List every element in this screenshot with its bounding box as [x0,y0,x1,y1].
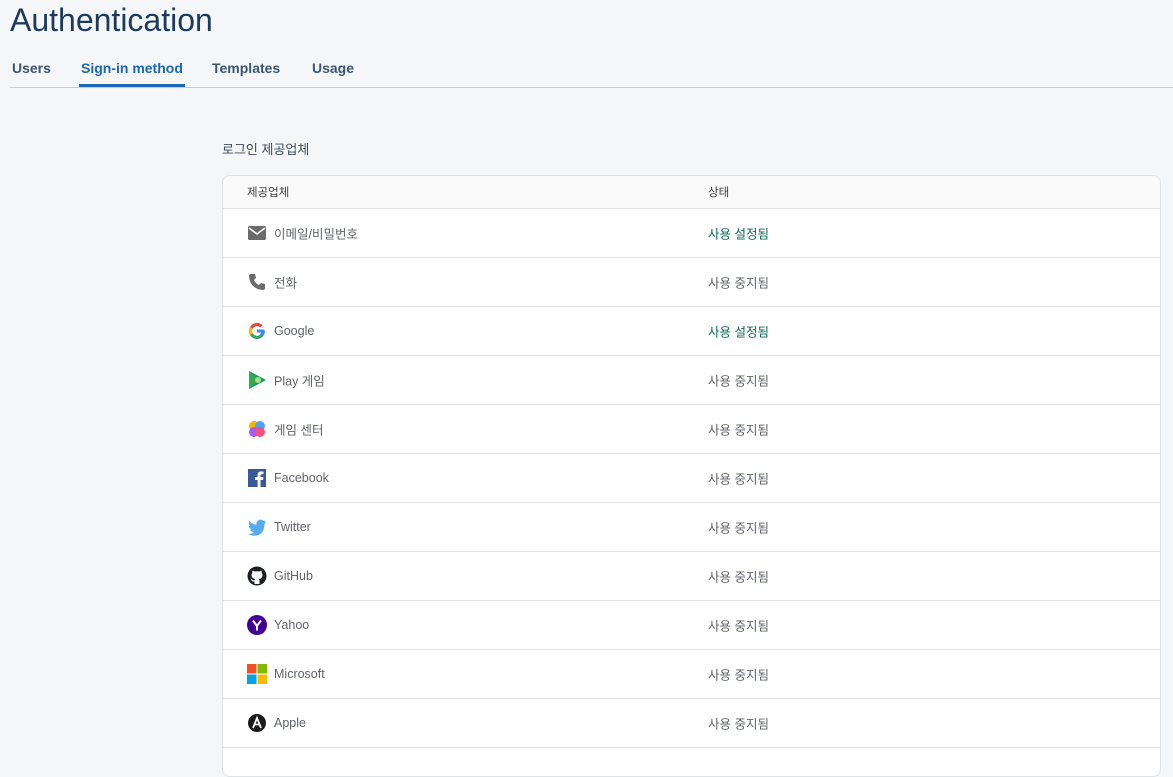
provider-name: 이메일/비밀번호 [274,227,358,242]
provider-icon [248,469,266,487]
provider-icon [249,323,265,340]
provider-row[interactable]: Yahoo 사용 중지됨 [223,601,1160,650]
provider-name: Yahoo [274,618,310,632]
tab[interactable]: Templates [212,60,281,76]
provider-name: Microsoft [274,667,325,681]
tab-active[interactable]: Sign-in method [79,60,185,87]
provider-icon [248,714,266,732]
provider-status: 사용 설정됨 [708,227,769,242]
provider-status: 사용 중지됨 [708,619,769,634]
page: {"header": {"title": "Authentication"}, … [10,2,1173,777]
provider-row[interactable]: 게임 센터 사용 중지됨 [223,405,1160,454]
provider-name: Google [274,324,315,338]
column-header: 제공업체 [247,187,290,199]
provider-status: 사용 설정됨 [708,325,769,340]
provider-status: 사용 중지됨 [708,668,769,683]
provider-status: 사용 중지됨 [708,472,769,487]
provider-row[interactable]: Play 게임 사용 중지됨 [223,356,1160,405]
table-header: 제공업체 상태 [223,176,1160,209]
provider-status: 사용 중지됨 [708,276,769,291]
provider-icon [249,371,266,389]
page-title: Authentication [10,2,213,38]
provider-row[interactable]: Facebook 사용 중지됨 [223,454,1160,503]
provider-icon [247,566,267,586]
provider-icon [248,226,266,240]
provider-name: 게임 센터 [274,423,324,438]
provider-status: 사용 중지됨 [708,374,769,389]
provider-name: Apple [274,716,306,730]
provider-row[interactable]: Twitter 사용 중지됨 [223,503,1160,552]
provider-row[interactable]: 전화 사용 중지됨 [223,258,1160,307]
tab[interactable]: Users [12,60,51,76]
provider-icon [249,421,265,437]
tab[interactable]: Usage [312,60,355,76]
provider-name: GitHub [274,569,313,583]
provider-name: 전화 [274,276,298,291]
provider-name: Facebook [274,471,329,485]
column-header: 상태 [708,187,730,199]
provider-row[interactable]: 이메일/비밀번호 사용 설정됨 [223,209,1160,258]
provider-status: 사용 중지됨 [708,717,769,732]
provider-table: 제공업체 상태 이메일/비밀번호 사용 설정됨 전화 사용 중지됨 Google 사용 설… [222,175,1161,777]
provider-row[interactable]: Microsoft 사용 중지됨 [223,650,1160,699]
section-title: 로그인 제공업체 [222,142,310,157]
provider-status: 사용 중지됨 [708,521,769,536]
tab-bar: Users Sign-in method Templates Usage [10,50,1173,88]
provider-status: 사용 중지됨 [708,570,769,585]
provider-icon [248,519,266,536]
provider-row[interactable]: GitHub 사용 중지됨 [223,552,1160,601]
provider-name: Twitter [274,520,311,534]
provider-status: 사용 중지됨 [708,423,769,438]
provider-icon [249,274,265,290]
body: Authentication Users Sign-in method Temp… [10,2,1173,777]
provider-name: Play 게임 [274,374,325,389]
provider-row[interactable]: Google 사용 설정됨 [223,307,1160,356]
provider-icon [247,664,267,684]
provider-row[interactable]: Apple 사용 중지됨 [223,699,1160,748]
provider-icon [247,615,267,635]
